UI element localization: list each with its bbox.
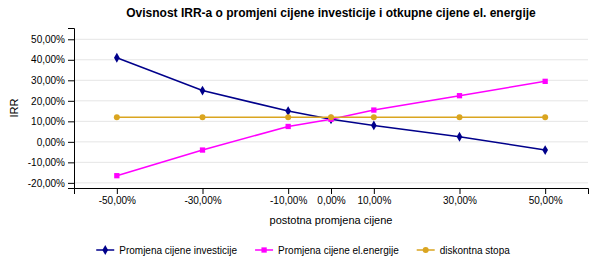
- x-tick-mark: [117, 188, 118, 194]
- marker: [543, 79, 548, 84]
- x-tick: -30,00%: [184, 188, 221, 206]
- y-tick-label: 30,00%: [31, 75, 65, 86]
- marker: [200, 114, 206, 120]
- y-tick-label: 50,00%: [31, 34, 65, 45]
- grid: [74, 39, 588, 183]
- legend-marker: [102, 245, 108, 255]
- line: [117, 58, 545, 150]
- y-tick-mark: [68, 60, 74, 61]
- y-tick-label: -20,00%: [28, 178, 65, 189]
- y-tick-label: -10,00%: [28, 157, 65, 168]
- x-tick-mark: [374, 188, 375, 194]
- y-tick-mark: [68, 101, 74, 102]
- y-tick-mark: [68, 80, 74, 81]
- legend-item: diskontna stopa: [417, 245, 510, 256]
- marker: [285, 114, 291, 120]
- x-tick-mark: [331, 188, 332, 194]
- grid-line: [74, 39, 588, 40]
- marker: [286, 124, 291, 129]
- y-axis-line: [68, 29, 75, 189]
- line: [117, 81, 545, 175]
- marker: [200, 86, 206, 96]
- legend-item: Promjena cijene investicije: [96, 245, 237, 256]
- x-axis: -50,00% -30,00% -10,00% 0,00% 10,00% 30,00% 50…: [75, 188, 589, 206]
- y-tick: 50,00%: [31, 34, 74, 45]
- y-tick-label: 10,00%: [31, 116, 65, 127]
- x-tick-label: 0,00%: [317, 195, 345, 206]
- y-tick: -20,00%: [28, 178, 74, 189]
- y-tick-mark: [68, 183, 74, 184]
- grid-line: [74, 162, 588, 163]
- x-tick-mark: [203, 188, 204, 194]
- x-tick: 50,00%: [529, 188, 563, 206]
- y-tick-mark: [68, 162, 74, 163]
- grid-line: [74, 80, 588, 81]
- series: [114, 114, 548, 120]
- x-tick-mark: [460, 188, 461, 194]
- marker: [328, 114, 334, 120]
- x-tick: -50,00%: [99, 188, 136, 206]
- y-tick-label: 0,00%: [37, 137, 65, 148]
- x-tick-label: -30,00%: [184, 195, 221, 206]
- marker: [371, 107, 376, 112]
- marker: [371, 114, 377, 120]
- x-tick-label: 50,00%: [529, 195, 563, 206]
- series: [114, 79, 548, 179]
- legend-label: diskontna stopa: [440, 245, 510, 256]
- x-tick-label: 30,00%: [443, 195, 477, 206]
- x-tick-label: 10,00%: [357, 195, 391, 206]
- y-tick-mark: [68, 142, 74, 143]
- marker: [114, 114, 120, 120]
- series: [114, 53, 548, 155]
- x-axis-title: postotna promjena cijene: [270, 214, 393, 226]
- y-axis: -20,00% -10,00% 0,00% 10,00% 20,00% 30,00% 40,…: [28, 29, 75, 189]
- x-tick: -10,00%: [270, 188, 307, 206]
- marker: [542, 114, 548, 120]
- x-tick: 0,00%: [317, 188, 345, 206]
- y-tick: 20,00%: [31, 96, 74, 107]
- marker: [371, 121, 377, 131]
- marker: [114, 173, 119, 178]
- y-tick: 30,00%: [31, 75, 74, 86]
- marker: [542, 145, 548, 155]
- legend-item: Promjena cijene el.energije: [255, 245, 399, 256]
- y-tick: 0,00%: [37, 137, 74, 148]
- grid-line: [74, 182, 588, 183]
- marker: [200, 147, 205, 152]
- legend-marker: [261, 247, 266, 252]
- x-tick: 30,00%: [443, 188, 477, 206]
- y-tick-label: 40,00%: [31, 54, 65, 65]
- plot-area: [114, 53, 548, 179]
- legend: Promjena cijene investicije Promjena cije…: [96, 245, 510, 256]
- y-tick-mark: [68, 121, 74, 122]
- x-tick-mark: [288, 188, 289, 194]
- y-tick: 40,00%: [31, 54, 74, 65]
- x-tick: 10,00%: [357, 188, 391, 206]
- title: Ovisnost IRR-a o promjeni cijene investi…: [126, 6, 536, 20]
- legend-marker: [423, 247, 429, 253]
- grid-line: [74, 100, 588, 101]
- marker: [457, 114, 463, 120]
- grid-line: [74, 59, 588, 60]
- x-tick-mark: [545, 188, 546, 194]
- x-axis-line: [75, 189, 589, 195]
- marker: [114, 53, 120, 63]
- x-tick-label: -50,00%: [99, 195, 136, 206]
- y-tick-label: 20,00%: [31, 96, 65, 107]
- legend-label: Promjena cijene investicije: [119, 245, 237, 256]
- y-tick-mark: [68, 39, 74, 40]
- chart: -50,00% -30,00% -10,00% 0,00% 10,00% 30,00% 50…: [0, 0, 606, 262]
- marker: [328, 114, 334, 124]
- grid-line: [74, 141, 588, 142]
- marker: [457, 93, 462, 98]
- y-tick: -10,00%: [28, 157, 74, 168]
- marker: [457, 132, 463, 142]
- x-tick-label: -10,00%: [270, 195, 307, 206]
- legend-label: Promjena cijene el.energije: [278, 245, 399, 256]
- y-axis-title: IRR: [8, 98, 20, 117]
- y-tick: 10,00%: [31, 116, 74, 127]
